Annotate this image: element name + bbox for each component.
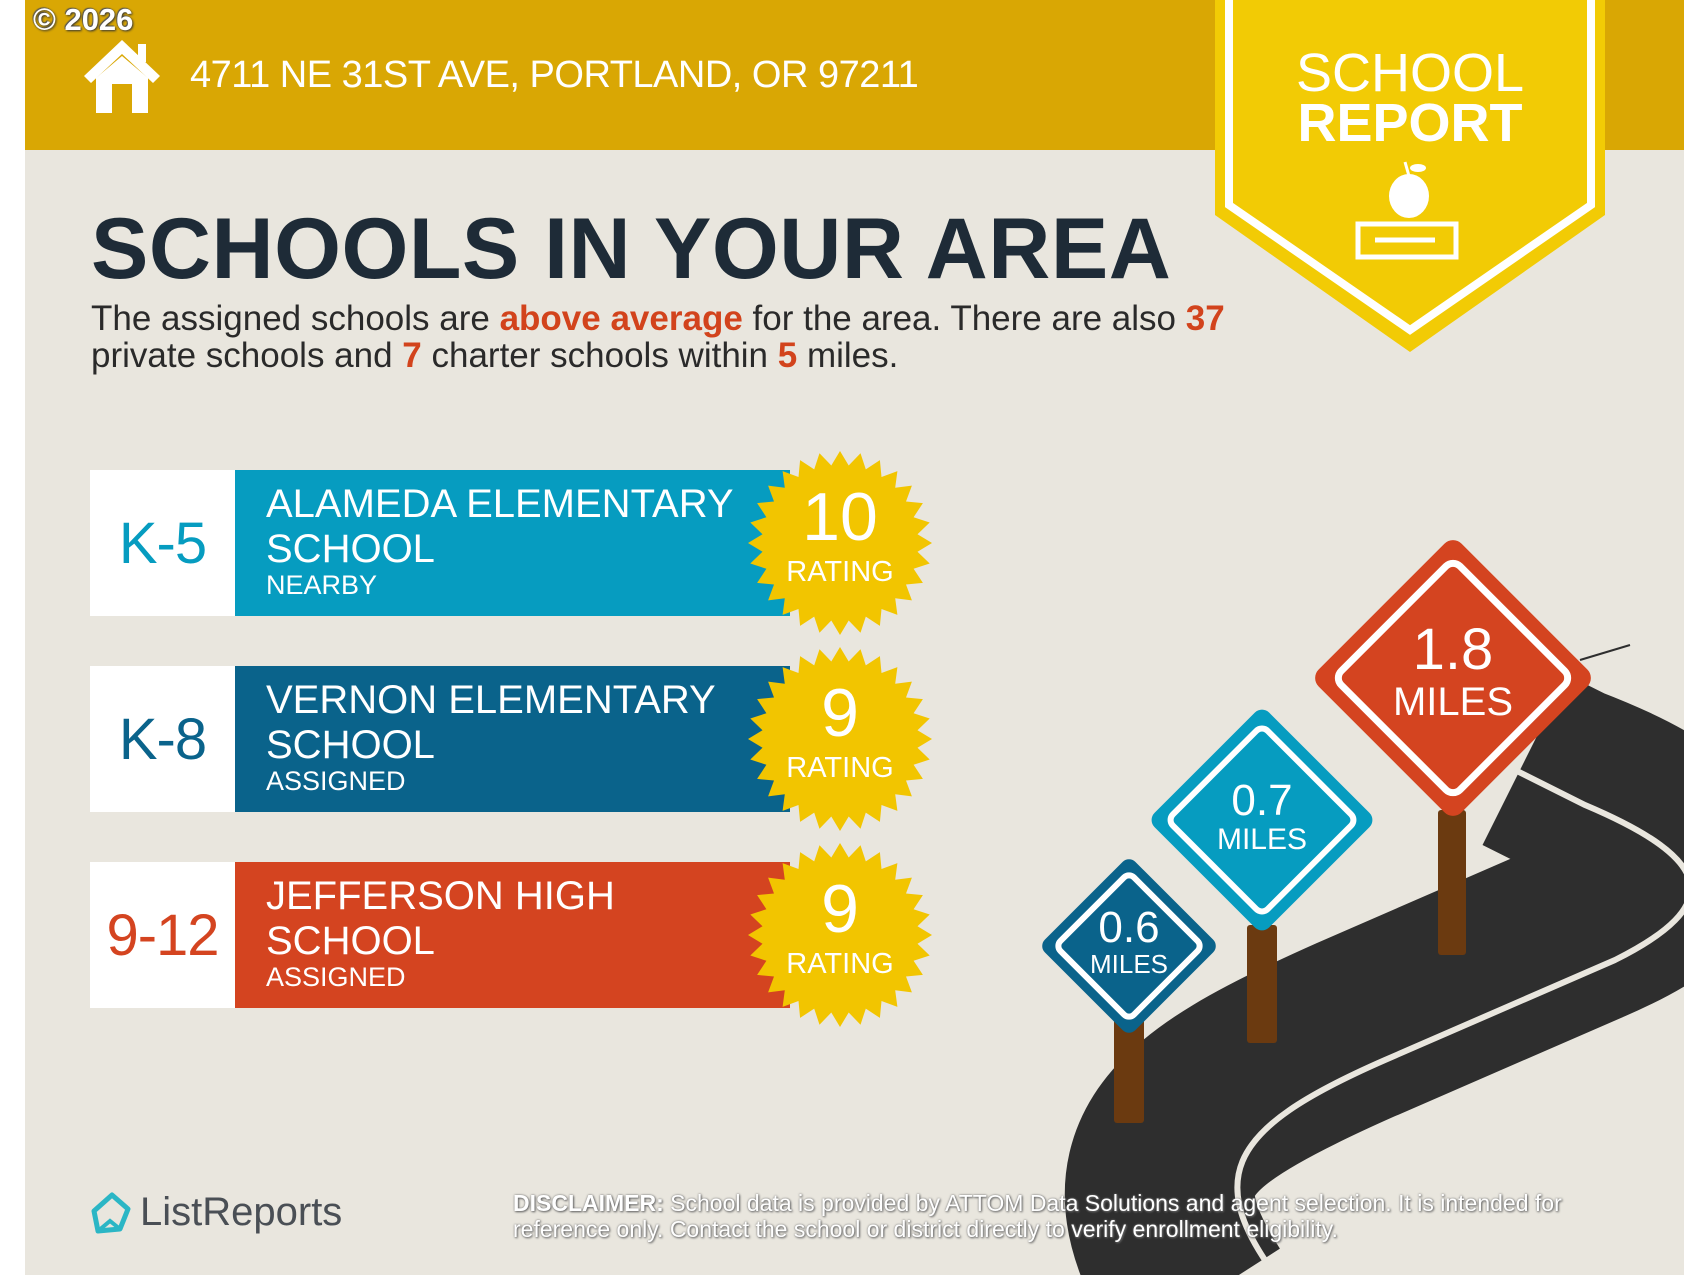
sign-post — [1247, 925, 1277, 1043]
road — [1064, 675, 1684, 1275]
property-address: 4711 NE 31ST AVE, PORTLAND, OR 97211 — [190, 54, 919, 96]
house-icon — [84, 40, 160, 113]
sign-text: 0.6 MILES — [1064, 903, 1194, 979]
badge-line-2: REPORT — [1297, 93, 1523, 153]
school-name: JEFFERSON HIGH SCHOOL — [266, 874, 615, 963]
road-illustration — [1042, 540, 1684, 1275]
rating-seal-icon — [748, 647, 932, 831]
distance-value: 0.7 — [1231, 776, 1293, 825]
school-tag: NEARBY — [266, 570, 378, 600]
copyright: © 2026 — [33, 2, 134, 37]
rating-label: RATING — [786, 948, 894, 980]
distance-value: 1.8 — [1412, 617, 1494, 682]
distance-sign-0-7 — [1151, 709, 1373, 931]
listreports-logo-icon — [91, 1192, 131, 1233]
school-row[interactable]: K-5 ALAMEDA ELEMENTARY SCHOOL NEARBY 10 … — [90, 451, 990, 635]
logo-text: ListReports — [140, 1190, 343, 1234]
school-name: VERNON ELEMENTARY SCHOOL — [266, 678, 716, 767]
sign-text: 0.7 MILES — [1182, 778, 1342, 856]
rating-value: 9 — [821, 675, 859, 751]
distance-unit: MILES — [1216, 823, 1308, 856]
school-report-panel: © 2026 4711 NE 31ST AVE, PORTLAND, OR 97… — [25, 0, 1684, 1275]
school-tag: ASSIGNED — [266, 766, 406, 796]
school-name: ALAMEDA ELEMENTARY SCHOOL — [266, 482, 733, 571]
rating-seal-icon — [748, 451, 932, 635]
school-tag: ASSIGNED — [266, 962, 406, 992]
distance-sign-0-6 — [1042, 859, 1216, 1033]
distance-sign-1-8 — [1315, 540, 1591, 816]
grade-range: K-5 — [90, 470, 235, 616]
distance-unit: MILES — [1392, 680, 1514, 724]
sign-post — [1114, 1010, 1144, 1123]
distance-unit: MILES — [1089, 949, 1169, 979]
school-bar: JEFFERSON HIGH SCHOOL ASSIGNED — [235, 862, 790, 1008]
disclaimer: DISCLAIMER: School data is provided by A… — [513, 1190, 1562, 1242]
rating-value: 9 — [821, 871, 859, 947]
school-bar: ALAMEDA ELEMENTARY SCHOOL NEARBY — [235, 470, 790, 616]
page-title: SCHOOLS IN YOUR AREA — [91, 201, 1172, 297]
school-report-badge — [1215, 0, 1605, 352]
rating-label: RATING — [786, 752, 894, 784]
grade-range: 9-12 — [90, 862, 235, 1008]
seal-shape — [748, 451, 932, 635]
summary-text: The assigned schools are above average f… — [91, 299, 1225, 375]
school-row[interactable]: K-8 VERNON ELEMENTARY SCHOOL ASSIGNED 9 … — [90, 647, 990, 831]
rating-value: 10 — [802, 479, 878, 555]
sign-post — [1438, 810, 1466, 955]
sign-text: 1.8 MILES — [1353, 617, 1553, 725]
school-bar: VERNON ELEMENTARY SCHOOL ASSIGNED — [235, 666, 790, 812]
distance-value: 0.6 — [1098, 903, 1160, 952]
road-center-line — [1234, 732, 1684, 1275]
badge-line-1: SCHOOL — [1295, 43, 1525, 103]
seal-shape — [748, 647, 932, 831]
badge-title: SCHOOL REPORT — [1215, 43, 1605, 153]
listreports-logo: ListReports — [90, 1190, 342, 1235]
school-row[interactable]: 9-12 JEFFERSON HIGH SCHOOL ASSIGNED 9 RA… — [90, 843, 990, 1027]
apple-on-book-icon — [1355, 161, 1459, 260]
seal-shape — [748, 843, 932, 1027]
rating-label: RATING — [786, 556, 894, 588]
rating-seal-icon — [748, 843, 932, 1027]
grade-range: K-8 — [90, 666, 235, 812]
